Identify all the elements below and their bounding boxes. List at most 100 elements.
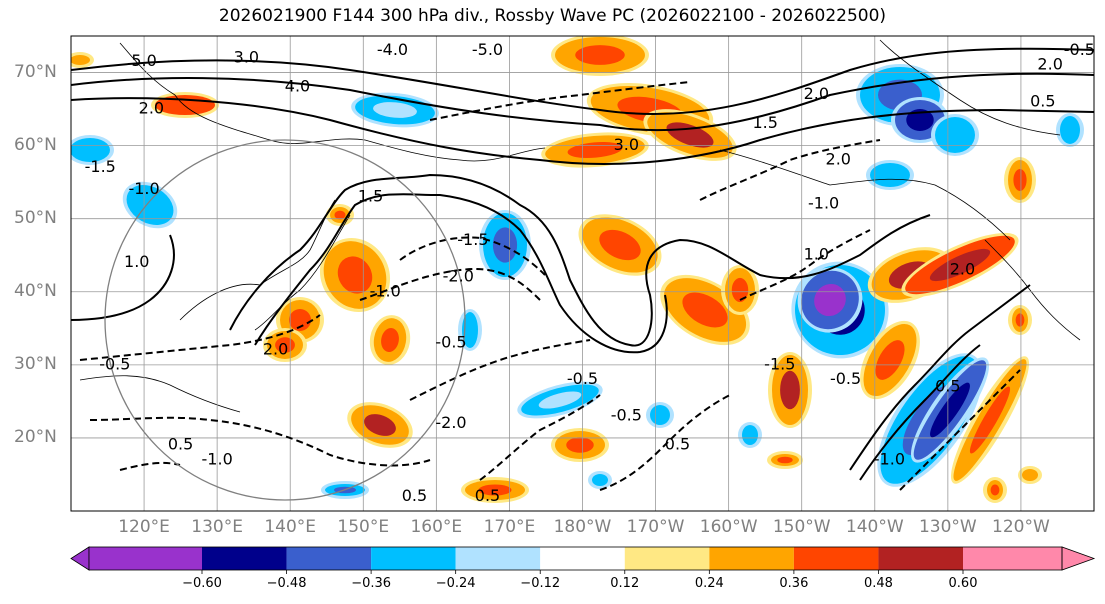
colorbar-segment <box>963 547 1062 570</box>
contour-label: -1.0 <box>370 281 401 300</box>
divergence-core <box>364 414 396 436</box>
divergence-region <box>1060 116 1080 144</box>
divergence-region <box>935 117 975 153</box>
divergence-core <box>1015 313 1025 327</box>
divergence-core <box>969 386 1011 454</box>
latitude-label: 40°N <box>14 280 57 301</box>
colorbar-tick-label: 0.48 <box>863 576 893 591</box>
contour-label: 0.5 <box>935 376 960 395</box>
colorbar-segment <box>709 547 794 570</box>
divergence-region <box>592 474 608 486</box>
contour-label: -1.5 <box>764 354 795 373</box>
divergence-region <box>742 425 758 445</box>
colorbar-segment <box>878 547 963 570</box>
divergence-core <box>289 309 311 331</box>
contour-label: 0.5 <box>665 435 690 454</box>
colorbar-frame <box>88 546 1063 571</box>
longitude-label: 160°E <box>410 517 463 537</box>
map-frame <box>70 35 1095 512</box>
contour-labels: 5.0 3.0 4.0 2.0 -4.0 -5.0 3.0 -1.5 -1.0 1.0 1.5 -1.… <box>85 40 1095 505</box>
colorbar-segment <box>793 547 879 570</box>
colorbar-segment <box>371 547 456 570</box>
divergence-core <box>1013 169 1027 191</box>
contour-label: 2.0 <box>804 84 829 103</box>
colorbar-segment <box>202 547 287 570</box>
divergence-core <box>599 229 641 261</box>
contour-label: -0.5 <box>435 332 466 351</box>
colorbar-segment <box>455 547 541 570</box>
longitude-label: 130°W <box>918 517 977 537</box>
contour-label: -1.0 <box>202 449 233 468</box>
latitude-label: 50°N <box>14 207 57 228</box>
longitude-label: 160°W <box>699 517 758 537</box>
divergence-core <box>334 210 346 220</box>
divergence-core <box>478 484 512 496</box>
longitude-label: 150°W <box>772 517 831 537</box>
longitude-label: 120°E <box>118 517 170 537</box>
contour-label: 1.0 <box>804 245 829 264</box>
colorbar-tick-label: −0.48 <box>266 576 307 591</box>
divergence-core <box>538 391 582 409</box>
colorbar-tick-label: −0.60 <box>182 576 222 591</box>
contour-label: 2.0 <box>139 99 164 118</box>
longitude-label: 150°E <box>337 517 390 537</box>
contour-label: 2.0 <box>263 340 288 359</box>
contour-label: 2.0 <box>950 259 975 278</box>
colorbar-segment <box>540 547 625 570</box>
divergence-core <box>575 45 625 65</box>
contour-label: -4.0 <box>377 40 408 59</box>
contour-label: 3.0 <box>614 135 639 154</box>
contour-label: -5.0 <box>472 40 503 59</box>
colorbar-segment <box>89 547 202 570</box>
divergence-shading <box>71 36 1084 503</box>
colorbar-tick-label: −0.12 <box>520 576 561 591</box>
contour-label: 1.5 <box>752 113 777 132</box>
longitude-label: 170°E <box>483 517 536 537</box>
contour-label: -0.5 <box>99 354 130 373</box>
contour-label: -0.5 <box>830 369 861 388</box>
longitude-label: 140°W <box>845 517 904 537</box>
latitude-label: 20°N <box>14 426 57 447</box>
divergence-core <box>875 340 905 380</box>
longitude-label: 180°W <box>553 517 612 537</box>
contour-label: 2.0 <box>1037 55 1062 74</box>
divergence-core <box>780 370 800 410</box>
contour-label: 0.5 <box>475 486 500 505</box>
longitude-label: 130°E <box>191 517 243 537</box>
gridlines <box>71 36 1094 511</box>
contour-label: 0.5 <box>402 486 427 505</box>
negative-contours <box>79 81 1021 491</box>
colorbar-extend-low <box>70 546 90 571</box>
contour-label: 2.0 <box>826 150 851 169</box>
colorbar-tick-label: 0.36 <box>779 576 809 591</box>
divergence-core <box>777 456 793 464</box>
contour-label: 1.0 <box>124 252 149 271</box>
contour-label: -0.5 <box>1064 40 1095 59</box>
divergence-region <box>870 163 910 187</box>
divergence-region <box>462 312 478 348</box>
divergence-region <box>71 55 90 65</box>
colorbar-segment <box>286 547 372 570</box>
contour-label: 1.5 <box>358 186 383 205</box>
divergence-core <box>492 227 518 263</box>
contour-label: -0.5 <box>611 406 642 425</box>
colorbar-tick-label: 0.24 <box>694 576 724 591</box>
contour-label: -1.0 <box>808 194 839 213</box>
latitude-label: 70°N <box>14 61 57 82</box>
colorbar-tick-label: 0.12 <box>610 576 640 591</box>
contour-label: -1.0 <box>128 179 159 198</box>
contour-label: -1.0 <box>874 449 905 468</box>
contour-label: 0.5 <box>1030 91 1055 110</box>
divergence-region <box>71 138 110 162</box>
divergence-core <box>990 484 1000 496</box>
colorbar-tick-label: 0.60 <box>948 576 978 591</box>
divergence-core <box>930 382 970 438</box>
rossby-wave-contours <box>71 47 1094 481</box>
colorbar-tick-label: −0.36 <box>351 576 392 591</box>
latitude-label: 30°N <box>14 353 57 374</box>
longitude-label: 120°W <box>992 517 1050 537</box>
chart-title: 2026021900 F144 300 hPa div., Rossby Wav… <box>218 6 887 26</box>
contour-label: -1.5 <box>457 230 488 249</box>
